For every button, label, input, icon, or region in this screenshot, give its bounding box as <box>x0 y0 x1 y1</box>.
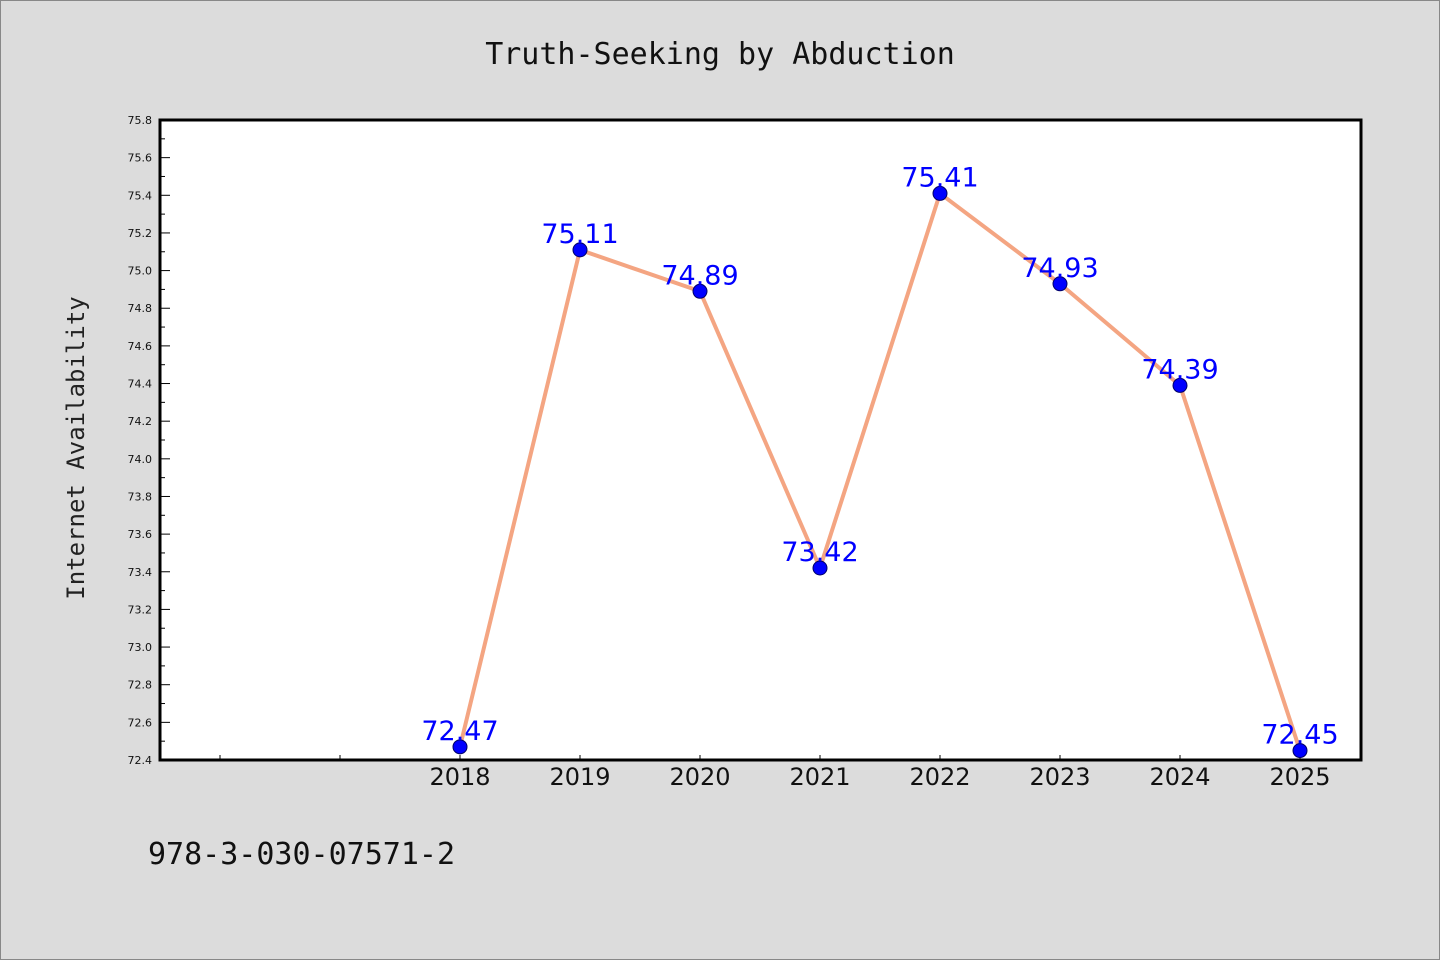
x-tick-label: 2018 <box>429 763 490 791</box>
data-point <box>1292 743 1308 759</box>
x-tick-label: 2025 <box>1269 763 1330 791</box>
y-tick-label: 74.8 <box>128 302 153 315</box>
y-tick-label: 75.0 <box>128 265 153 278</box>
y-tick-label: 75.6 <box>128 152 153 165</box>
y-tick-label: 72.4 <box>128 754 153 767</box>
data-point <box>692 283 708 299</box>
data-label: 74.39 <box>1141 354 1218 385</box>
x-tick-label: 2021 <box>789 763 850 791</box>
data-point <box>1052 276 1068 292</box>
y-tick-label: 75.4 <box>128 189 153 202</box>
y-tick-label: 73.8 <box>128 490 153 503</box>
y-tick-label: 75.2 <box>128 227 153 240</box>
y-tick-label: 75.8 <box>128 114 153 127</box>
y-tick-label: 73.2 <box>128 603 153 616</box>
series-line <box>458 191 1302 752</box>
x-tick-label: 2019 <box>549 763 610 791</box>
y-tick-label: 74.0 <box>128 453 153 466</box>
y-tick-label: 72.8 <box>128 679 153 692</box>
chart-title: Truth-Seeking by Abduction <box>485 37 955 72</box>
data-label: 72.45 <box>1261 720 1338 751</box>
y-axis-label: Internet Availability <box>62 296 90 599</box>
y-tick-label: 74.6 <box>128 340 153 353</box>
y-axis: 72.4 72.6 72.8 73.0 73.2 73.4 73.6 73.8 74.0 74.2… <box>128 114 170 767</box>
isbn-text: 978-3-030-07571-2 <box>148 837 455 872</box>
data-label: 73.42 <box>781 537 858 568</box>
y-tick-label: 74.4 <box>128 378 153 391</box>
y-tick-label: 73.4 <box>128 566 153 579</box>
data-label: 74.89 <box>661 260 738 291</box>
x-tick-label: 2022 <box>909 763 970 791</box>
y-tick-label: 74.2 <box>128 415 153 428</box>
data-point <box>1172 377 1188 393</box>
data-label-layer: 72.47 75.11 74.89 73.42 75.41 74.93 74.39 72.45 <box>421 162 1338 750</box>
y-tick-label: 73.0 <box>128 641 153 654</box>
x-tick-label: 2020 <box>669 763 730 791</box>
data-point <box>452 739 468 755</box>
x-tick-label: 2023 <box>1029 763 1090 791</box>
data-label: 75.41 <box>901 162 978 193</box>
data-label: 74.93 <box>1021 253 1098 284</box>
x-axis: 2018 2019 2020 2021 2022 2023 2024 2025 <box>219 755 1331 791</box>
data-point <box>572 242 588 258</box>
plot-area <box>158 118 1363 762</box>
x-tick-label: 2024 <box>1149 763 1210 791</box>
data-label: 75.11 <box>541 219 618 250</box>
data-point <box>932 185 948 201</box>
data-point <box>812 560 828 576</box>
y-tick-label: 73.6 <box>128 528 153 541</box>
data-label: 72.47 <box>421 716 498 747</box>
series-layer <box>452 185 1308 759</box>
y-tick-label: 72.6 <box>128 716 153 729</box>
